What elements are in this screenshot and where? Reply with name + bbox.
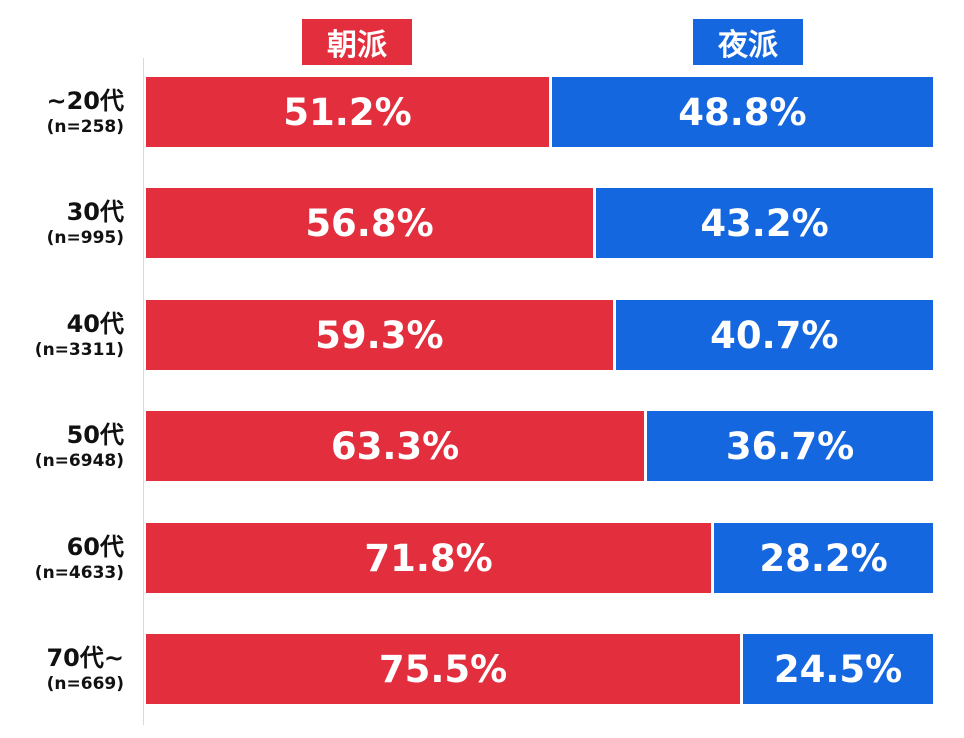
category-label: ~20代 (n=258)	[0, 77, 124, 147]
bar-night: 28.2%	[714, 523, 933, 593]
bar-morning: 75.5%	[146, 634, 741, 704]
category-name: 50代	[66, 421, 124, 449]
sample-size: (n=669)	[46, 674, 124, 694]
category-label: 40代 (n=3311)	[0, 300, 124, 370]
category-name: ~20代	[46, 87, 124, 115]
category-name: 30代	[66, 198, 124, 226]
bar-night: 48.8%	[551, 77, 933, 147]
sample-size: (n=4633)	[34, 563, 124, 583]
bar-night: 43.2%	[596, 188, 933, 258]
bar-morning: 71.8%	[146, 523, 712, 593]
bar-row: 60代 (n=4633) 71.8% 28.2%	[0, 523, 964, 593]
category-label: 60代 (n=4633)	[0, 523, 124, 593]
sample-size: (n=3311)	[34, 340, 124, 360]
bar-row: 40代 (n=3311) 59.3% 40.7%	[0, 300, 964, 370]
legend-night: 夜派	[693, 19, 803, 65]
category-name: 60代	[66, 533, 124, 561]
category-label: 70代~ (n=669)	[0, 634, 124, 704]
bar-night: 40.7%	[615, 300, 933, 370]
category-name: 40代	[66, 310, 124, 338]
bar-morning: 56.8%	[146, 188, 594, 258]
sample-size: (n=6948)	[34, 451, 124, 471]
category-label: 50代 (n=6948)	[0, 411, 124, 481]
legend-morning: 朝派	[302, 19, 412, 65]
legend-morning-label: 朝派	[327, 28, 387, 63]
bar-row: ~20代 (n=258) 51.2% 48.8%	[0, 77, 964, 147]
bar-morning: 59.3%	[146, 300, 613, 370]
bar-row: 30代 (n=995) 56.8% 43.2%	[0, 188, 964, 258]
bar-morning: 63.3%	[146, 411, 645, 481]
bar-row: 50代 (n=6948) 63.3% 36.7%	[0, 411, 964, 481]
category-name: 70代~	[46, 644, 124, 672]
sample-size: (n=258)	[46, 117, 124, 137]
bar-night: 36.7%	[647, 411, 933, 481]
bar-night: 24.5%	[743, 634, 933, 704]
bar-row: 70代~ (n=669) 75.5% 24.5%	[0, 634, 964, 704]
bar-morning: 51.2%	[146, 77, 549, 147]
category-axis-line	[143, 58, 144, 725]
legend-night-label: 夜派	[718, 28, 778, 63]
sample-size: (n=995)	[46, 228, 124, 248]
category-label: 30代 (n=995)	[0, 188, 124, 258]
